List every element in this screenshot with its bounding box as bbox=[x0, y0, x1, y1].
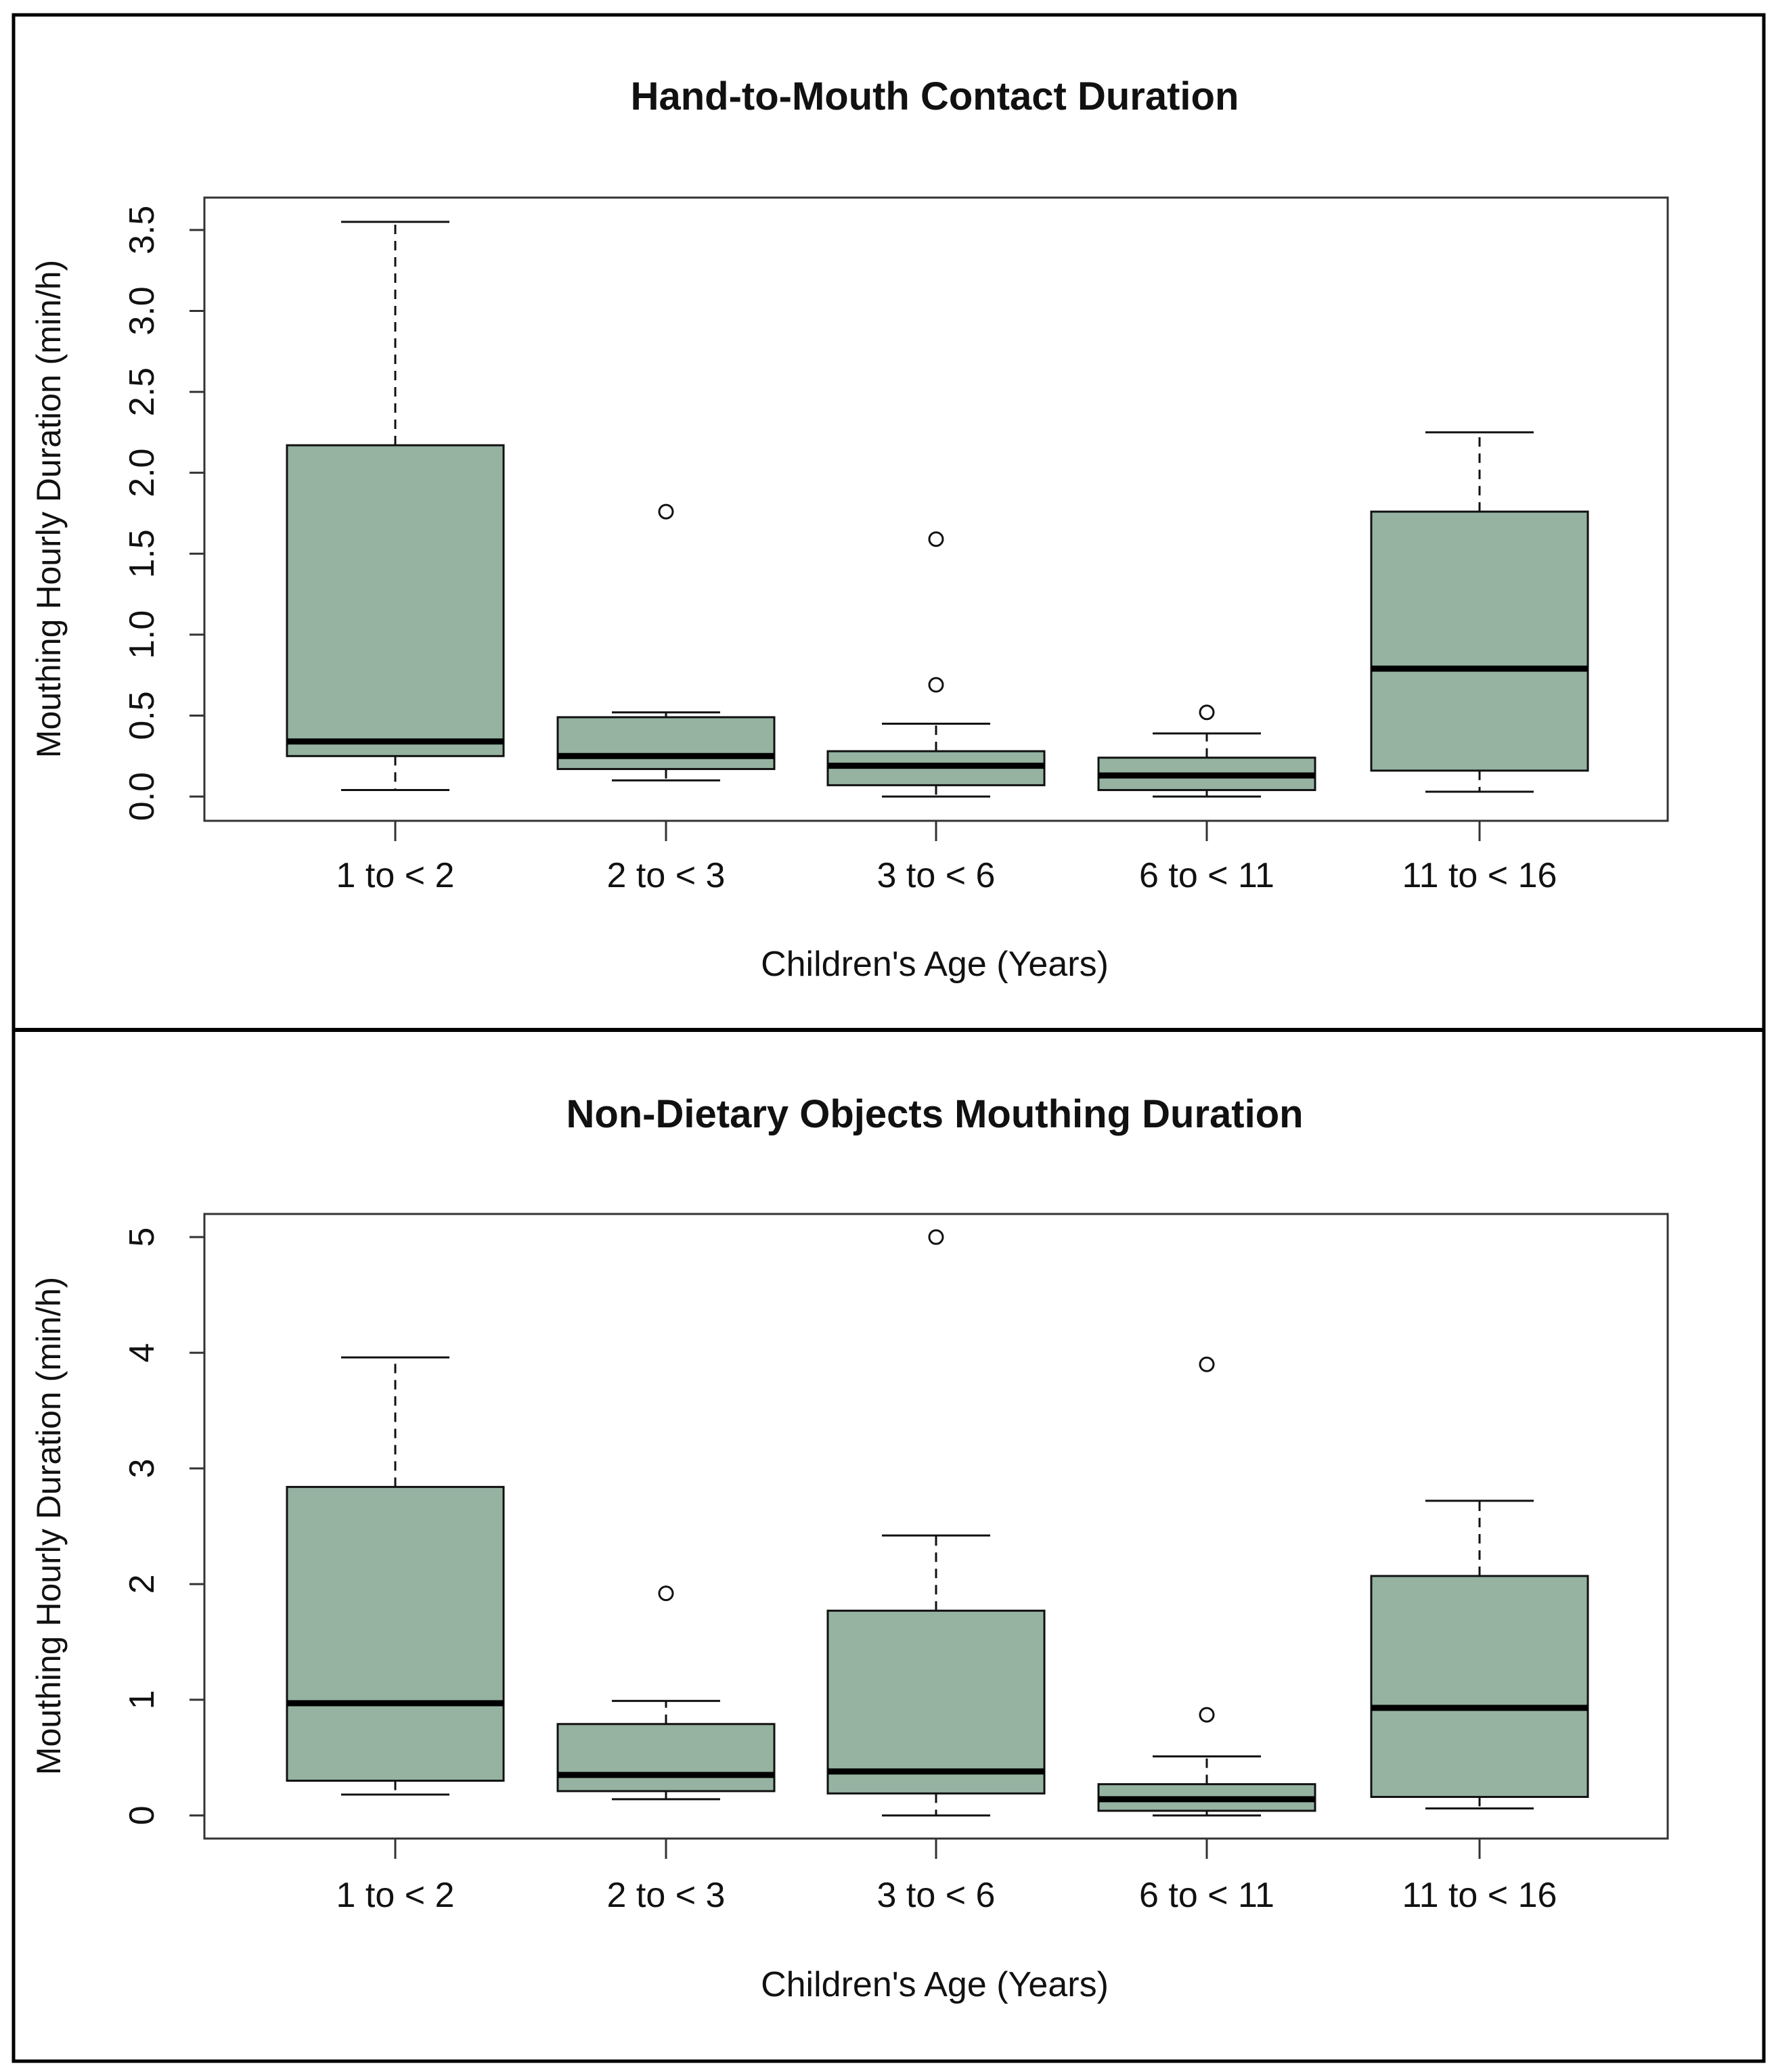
y-tick-label: 5 bbox=[123, 1228, 162, 1247]
box-4 bbox=[1097, 704, 1316, 798]
iqr-box bbox=[286, 1485, 505, 1782]
box-5 bbox=[1370, 1500, 1589, 1810]
box-1 bbox=[286, 1356, 505, 1796]
outlier-point bbox=[1199, 1707, 1215, 1723]
outlier-point bbox=[928, 677, 944, 693]
x-tick-label: 2 to < 3 bbox=[607, 856, 726, 895]
y-tick-label: 0.0 bbox=[123, 772, 162, 821]
outlier-point bbox=[658, 1585, 674, 1602]
outlier-point bbox=[1199, 1356, 1215, 1372]
x-tick-label: 1 to < 2 bbox=[336, 856, 455, 895]
x-tick-label: 11 to < 16 bbox=[1402, 856, 1557, 895]
chart-panel-1: Hand-to-Mouth Contact Duration 0.0 0.5 1.0 1… bbox=[30, 74, 1669, 984]
x-tick-label: 6 to < 11 bbox=[1139, 1876, 1274, 1915]
chart-title: Non-Dietary Objects Mouthing Duration bbox=[566, 1092, 1303, 1136]
x-tick-label: 3 to < 6 bbox=[877, 856, 996, 895]
box-5 bbox=[1370, 431, 1589, 793]
iqr-box bbox=[1370, 510, 1589, 772]
x-tick-label: 6 to < 11 bbox=[1139, 856, 1274, 895]
iqr-box bbox=[556, 716, 776, 770]
outlier-point bbox=[1199, 704, 1215, 721]
x-tick-label: 3 to < 6 bbox=[877, 1876, 996, 1915]
y-tick-label: 3.5 bbox=[123, 206, 162, 254]
iqr-box bbox=[826, 1609, 1046, 1795]
y-axis-label: Mouthing Hourly Duration (min/h) bbox=[30, 1277, 68, 1775]
x-axis-label: Children's Age (Years) bbox=[761, 945, 1109, 984]
y-tick-label: 3.0 bbox=[123, 286, 162, 335]
iqr-box bbox=[286, 444, 505, 757]
y-tick-label: 4 bbox=[123, 1343, 162, 1363]
outlier-point bbox=[928, 531, 944, 547]
outlier-point bbox=[928, 1229, 944, 1245]
y-tick-label: 0.5 bbox=[123, 691, 162, 740]
chart-panel-2: Non-Dietary Objects Mouthing Duration 0 1 2… bbox=[30, 1092, 1669, 2004]
box-2 bbox=[556, 1585, 776, 1801]
outlier-point bbox=[658, 503, 674, 520]
box-3 bbox=[826, 531, 1046, 798]
x-axis-label: Children's Age (Years) bbox=[761, 1965, 1109, 2004]
chart-title: Hand-to-Mouth Contact Duration bbox=[631, 74, 1239, 118]
y-tick-label: 2.0 bbox=[123, 449, 162, 497]
y-tick-label: 1.0 bbox=[123, 610, 162, 659]
y-axis-label: Mouthing Hourly Duration (min/h) bbox=[30, 260, 68, 758]
iqr-box bbox=[1370, 1575, 1589, 1798]
y-tick-label: 1.5 bbox=[123, 529, 162, 578]
y-tick-label: 1 bbox=[123, 1690, 162, 1709]
iqr-box bbox=[556, 1723, 776, 1793]
box-2 bbox=[556, 503, 776, 782]
y-tick-label: 3 bbox=[123, 1459, 162, 1479]
box-3 bbox=[826, 1229, 1046, 1817]
x-tick-label: 1 to < 2 bbox=[336, 1876, 455, 1915]
x-tick-label: 11 to < 16 bbox=[1402, 1876, 1557, 1915]
y-tick-label: 2 bbox=[123, 1575, 162, 1594]
box-1 bbox=[286, 221, 505, 792]
y-tick-label: 0 bbox=[123, 1805, 162, 1825]
x-tick-label: 2 to < 3 bbox=[607, 1876, 726, 1915]
outer-frame bbox=[12, 13, 1766, 2063]
y-tick-label: 2.5 bbox=[123, 367, 162, 416]
box-4 bbox=[1097, 1356, 1316, 1817]
